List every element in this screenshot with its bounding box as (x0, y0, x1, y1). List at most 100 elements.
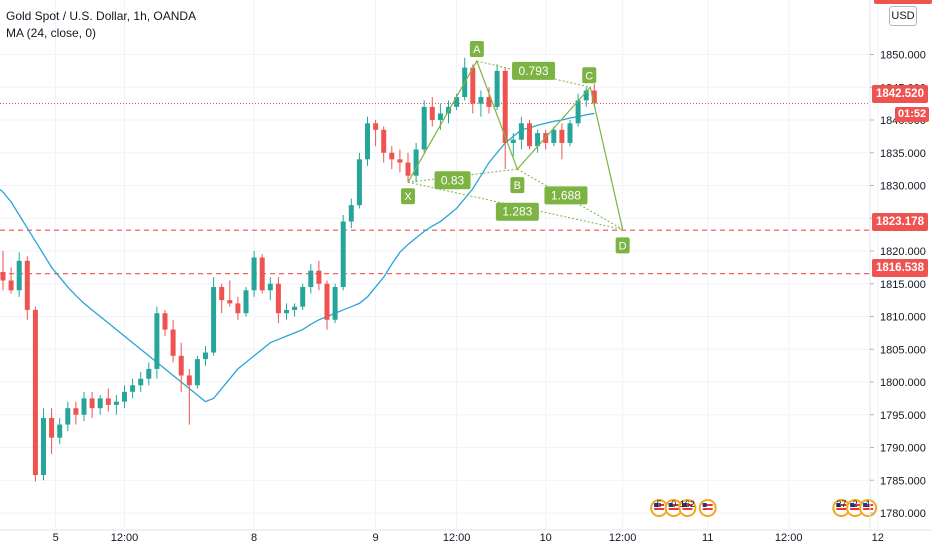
candle[interactable] (389, 146, 395, 170)
candle[interactable] (518, 116, 524, 150)
indicator-label[interactable]: MA (24, close, 0) (6, 26, 97, 40)
candle[interactable] (365, 116, 370, 166)
candle[interactable] (8, 267, 14, 294)
candle[interactable] (535, 129, 541, 153)
y-tick-label: 1800.000 (880, 377, 926, 389)
candle[interactable] (138, 372, 144, 392)
candle[interactable] (97, 395, 103, 415)
pattern-ratio[interactable]: 0.83 (434, 171, 471, 190)
candle[interactable] (219, 283, 225, 314)
event-markers[interactable]: 5 0 162 27 2 1 (650, 499, 878, 517)
event-flag-icon[interactable]: 2 (846, 499, 865, 517)
candle[interactable] (203, 345, 208, 366)
candle[interactable] (405, 152, 411, 183)
event-flag-icon[interactable] (698, 499, 717, 517)
candle[interactable] (421, 100, 427, 153)
candle-body (81, 398, 87, 415)
candle[interactable] (559, 123, 565, 160)
candle[interactable] (49, 408, 55, 455)
candle[interactable] (243, 287, 249, 317)
event-flag-icon[interactable]: 162 (678, 499, 697, 517)
candle[interactable] (324, 280, 330, 330)
candle[interactable] (267, 277, 273, 301)
time-axis[interactable]: 5 12:00 8 9 12:00 10 12:00 11 12:00 12 (53, 532, 884, 544)
candle[interactable] (186, 368, 192, 425)
pattern-point-x[interactable]: X (401, 188, 415, 205)
candle[interactable] (575, 93, 581, 127)
candle[interactable] (397, 149, 403, 173)
candle[interactable] (510, 133, 516, 157)
event-flag-icon[interactable]: 27 (832, 499, 851, 517)
candle[interactable] (89, 391, 95, 419)
candle[interactable] (0, 251, 6, 291)
candle[interactable] (356, 152, 362, 209)
candle[interactable] (130, 378, 136, 399)
currency-button[interactable]: USD (889, 6, 917, 26)
candle[interactable] (478, 90, 484, 117)
candle[interactable] (348, 198, 354, 229)
event-flag-stripe (863, 504, 874, 506)
candle[interactable] (24, 256, 30, 320)
candle[interactable] (146, 362, 152, 386)
candle[interactable] (81, 391, 87, 422)
candle[interactable] (300, 283, 306, 310)
candle[interactable] (178, 342, 184, 392)
candle[interactable] (429, 97, 435, 127)
candle[interactable] (251, 251, 257, 297)
candle[interactable] (275, 277, 281, 324)
pattern-ratio[interactable]: 1.688 (544, 186, 588, 205)
event-flag-icon[interactable]: 5 (650, 499, 669, 517)
candle[interactable] (413, 142, 419, 183)
candle[interactable] (316, 260, 322, 291)
candle[interactable] (494, 64, 500, 111)
candle[interactable] (502, 67, 508, 170)
candle[interactable] (284, 303, 289, 320)
candle[interactable] (194, 355, 200, 389)
candle[interactable] (583, 87, 589, 107)
pattern-point-a[interactable]: A (469, 41, 484, 58)
candle[interactable] (551, 126, 557, 147)
event-flag-icon[interactable]: 1 (859, 499, 878, 517)
candle[interactable] (259, 254, 265, 294)
xabcd-pattern[interactable]: X A B C D 0.793 0.83 1.688 1.283 (401, 41, 630, 254)
candle[interactable] (486, 87, 492, 114)
candle[interactable] (154, 306, 160, 379)
candles[interactable] (0, 57, 597, 482)
pattern-point-b[interactable]: B (510, 177, 525, 194)
pattern-point-d[interactable]: D (615, 237, 630, 254)
candle[interactable] (308, 264, 314, 294)
candle[interactable] (527, 120, 532, 150)
candle[interactable] (332, 283, 338, 324)
candle[interactable] (227, 280, 233, 307)
candle[interactable] (73, 401, 79, 425)
candle[interactable] (65, 401, 71, 432)
candle[interactable] (470, 64, 476, 114)
candle[interactable] (340, 214, 346, 291)
y-tick-label: 1785.000 (880, 475, 926, 487)
candle[interactable] (122, 385, 127, 409)
candle[interactable] (41, 408, 46, 481)
candle[interactable] (162, 309, 168, 337)
candle[interactable] (373, 120, 379, 147)
pattern-ratio[interactable]: 0.793 (512, 61, 556, 80)
candle[interactable] (105, 388, 111, 412)
candle[interactable] (170, 319, 176, 363)
candle[interactable] (211, 277, 217, 356)
candle[interactable] (235, 296, 241, 320)
candle[interactable] (381, 126, 387, 163)
candle-body (535, 133, 541, 147)
candle[interactable] (57, 418, 63, 445)
candle-body (575, 100, 581, 124)
candle[interactable] (292, 303, 298, 317)
candle[interactable] (32, 306, 38, 482)
event-flag-stripe (863, 508, 874, 510)
candle[interactable] (113, 395, 119, 415)
event-flag-icon[interactable]: 0 (664, 499, 683, 517)
candle[interactable] (567, 120, 573, 147)
candle-body (275, 283, 281, 314)
pattern-point-c[interactable]: C (582, 67, 597, 84)
pattern-ratio[interactable]: 1.283 (495, 202, 539, 221)
candle[interactable] (16, 252, 22, 297)
symbol-title[interactable]: Gold Spot / U.S. Dollar, 1h, OANDA (6, 9, 197, 23)
